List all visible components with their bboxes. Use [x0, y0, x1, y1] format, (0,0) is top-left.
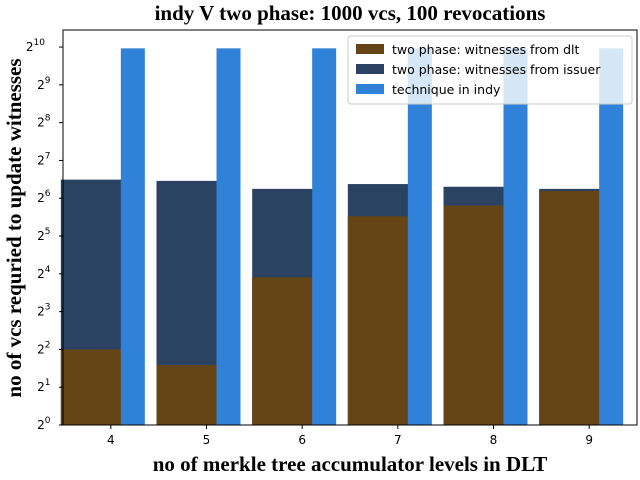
legend-swatch	[356, 84, 384, 94]
y-axis-label: no of vcs requried to update witnesses	[2, 58, 26, 397]
x-tick-label: 7	[394, 433, 402, 447]
legend-label: technique in indy	[392, 82, 501, 97]
x-tick-label: 9	[585, 433, 593, 447]
bar-indy	[120, 48, 145, 425]
y-tick-label: 26	[37, 189, 51, 205]
bar-indy	[312, 48, 337, 425]
y-tick-label: 21	[37, 378, 50, 394]
y-tick-label: 22	[37, 340, 50, 356]
y-tick-label: 25	[37, 227, 50, 243]
chart-title: indy V two phase: 1000 vcs, 100 revocati…	[155, 1, 546, 25]
y-tick-label: 23	[37, 303, 50, 319]
legend-label: two phase: witnesses from issuer	[392, 62, 601, 77]
bar-indy	[216, 48, 241, 425]
y-tick-label: 210	[26, 38, 45, 54]
bar-dlt	[252, 277, 325, 425]
legend-box	[347, 35, 633, 105]
x-tick-label: 6	[298, 433, 306, 447]
legend-label: two phase: witnesses from dlt	[392, 42, 580, 57]
legend-swatch	[356, 44, 384, 54]
axes-frame	[62, 29, 638, 426]
bar-indy	[407, 48, 432, 425]
x-axis-label: no of merkle tree accumulator levels in …	[153, 452, 547, 476]
y-tick-label: 27	[37, 151, 50, 167]
y-tick-label: 24	[37, 265, 51, 281]
y-tick-label: 20	[37, 416, 51, 432]
x-tick-label: 4	[107, 433, 115, 447]
y-tick-label: 28	[37, 114, 51, 130]
legend-swatch	[356, 64, 384, 74]
bar-indy	[503, 48, 528, 425]
bar-indy	[599, 48, 624, 425]
x-tick-label: 5	[203, 433, 211, 447]
legend: two phase: witnesses from dlt two phase: …	[347, 35, 633, 105]
plot-area: 4 5 6 7 8 9 20 21 22 23 24 25 26 27 28 29 210	[26, 29, 638, 447]
y-tick-label: 29	[37, 76, 51, 92]
x-tick-label: 8	[490, 433, 498, 447]
